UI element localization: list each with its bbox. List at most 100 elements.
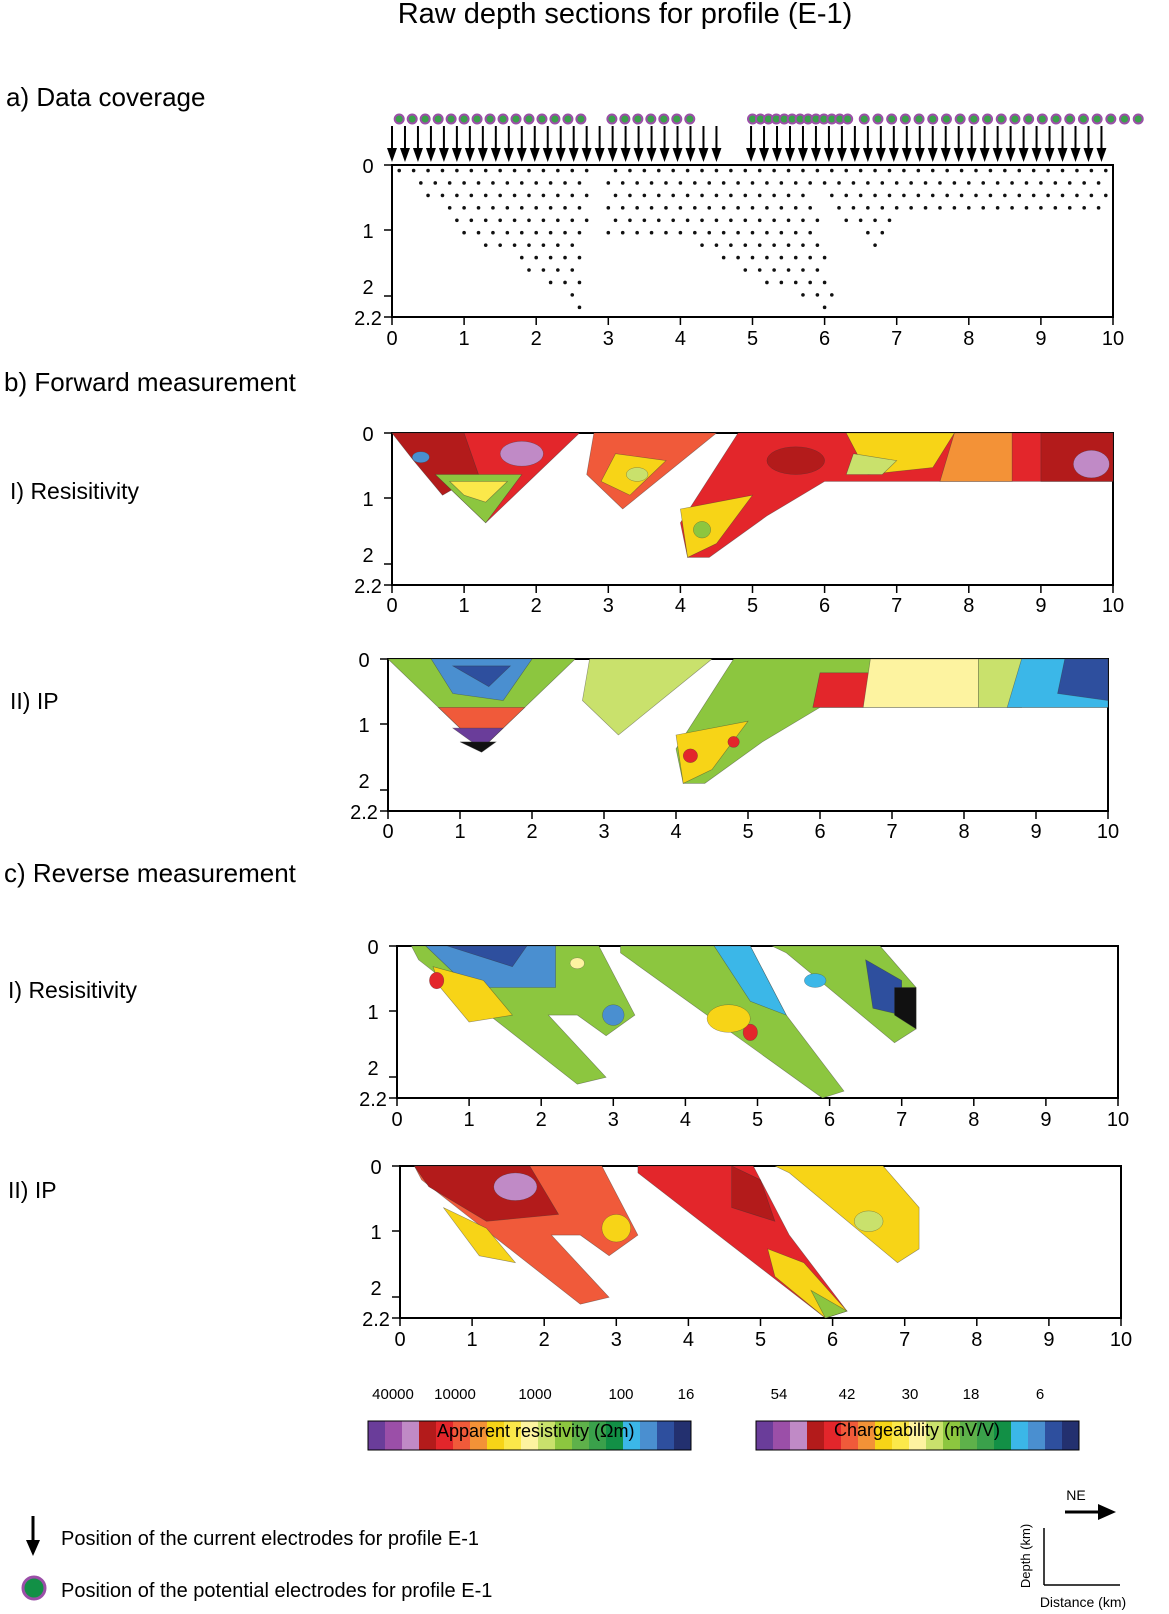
potential-electrode-dot [484, 113, 496, 125]
resistivity-colorbar-swatch [402, 1421, 420, 1450]
coverage-dot [765, 181, 769, 185]
coverage-dot [476, 206, 481, 210]
coverage-dot [563, 181, 567, 185]
rr-blob-yel-2 [706, 1004, 751, 1033]
chargeability-colorbar-swatch [875, 1421, 893, 1450]
coverage-dot [527, 268, 531, 272]
ri-region-2d [810, 1289, 848, 1319]
coverage-dot [570, 268, 575, 272]
coverage-dot [779, 206, 784, 210]
current-electrode-arrowhead [823, 148, 834, 162]
current-electrode-arrowhead [797, 148, 808, 162]
coverage-dot [736, 255, 740, 260]
forward-resistivity-ytick-label: 2.2 [354, 576, 382, 598]
resistivity-colorbar-swatch [606, 1421, 624, 1450]
coverage-dot [1082, 206, 1086, 210]
potential-electrode-dot [982, 113, 994, 125]
current-electrode-arrowhead [953, 148, 964, 162]
coverage-dot [519, 206, 524, 210]
current-electrode-arrowhead [759, 148, 770, 162]
resistivity-colorbar-swatch [572, 1421, 590, 1450]
coverage-dot [714, 168, 719, 173]
current-electrode-arrowhead [620, 148, 631, 162]
coverage-dot [577, 230, 582, 235]
current-electrode-arrowhead [888, 148, 899, 162]
coverage-dot [729, 218, 733, 223]
coverage-dot [757, 193, 762, 198]
reverse-ip-xtick-label: 3 [611, 1329, 622, 1351]
coverage-dot [541, 268, 546, 272]
fr-blob-green [626, 467, 649, 482]
ri-region-2b [731, 1165, 776, 1222]
coverage-dot [851, 206, 856, 210]
coverage-dot [664, 181, 668, 185]
potential-electrode-dot [842, 113, 854, 125]
current-electrode-arrowhead [1057, 148, 1068, 162]
coverage-dot [995, 206, 1000, 210]
coverage-dot [1024, 181, 1029, 185]
forward-resistivity-xtick-label: 4 [675, 595, 686, 617]
rr-blob-red-2 [742, 1023, 758, 1041]
coverage-dot [786, 193, 791, 198]
coverage-dot [707, 230, 712, 235]
chargeability-colorbar-swatch [1011, 1421, 1029, 1450]
data-coverage-ytick-label: 1 [362, 221, 373, 243]
coverage-dot [801, 193, 805, 198]
chargeability-scale-title: Chargeability (mV/V) [834, 1420, 1001, 1440]
reverse-ip-ytick-label: 2.2 [362, 1309, 390, 1331]
coverage-dot [483, 218, 488, 223]
coverage-dot [793, 230, 798, 235]
coverage-dot [534, 230, 538, 235]
forward-ip-xtick-label: 1 [454, 821, 465, 843]
potential-electrode-dot [1064, 113, 1076, 125]
current-electrode-arrowhead [711, 148, 722, 162]
coverage-dot [1089, 168, 1094, 173]
coverage-dot [678, 230, 683, 235]
coverage-dot [967, 181, 971, 185]
current-electrode-arrowhead [1044, 148, 1055, 162]
coverage-dot [1024, 206, 1029, 210]
coverage-dot [974, 168, 978, 173]
forward-ip-xtick-label: 0 [382, 821, 393, 843]
reverse-resistivity-xtick-label: 3 [608, 1109, 619, 1131]
current-electrode-arrowhead [672, 148, 683, 162]
coverage-dot [1067, 206, 1072, 210]
coverage-dot [1075, 193, 1079, 198]
coverage-dot [721, 230, 726, 235]
distance-axis-label: Distance (km) [1040, 1594, 1126, 1610]
coverage-dot [801, 243, 805, 247]
coverage-dot [808, 230, 812, 235]
coverage-dot [606, 206, 611, 210]
coverage-dot [952, 206, 957, 210]
coverage-dot [700, 243, 704, 247]
coverage-dot [772, 193, 776, 198]
coverage-dot [455, 168, 459, 173]
coverage-dot [866, 181, 870, 185]
forward-ip-contours [387, 658, 1109, 784]
potential-electrode-dot [927, 113, 939, 125]
legend-potential-text: Position of the potential electrodes for… [61, 1580, 493, 1602]
coverage-dot [793, 181, 798, 185]
forward-ip-xtick-label: 9 [1030, 821, 1041, 843]
coverage-dot [693, 206, 697, 210]
coverage-dot [765, 255, 769, 260]
forward-resistivity-ytick-label: 1 [362, 489, 373, 511]
coverage-dot [916, 193, 921, 198]
coverage-dot [685, 168, 690, 173]
potential-electrode-dot [1091, 113, 1103, 125]
data-coverage-xtick-label: 8 [963, 328, 974, 350]
coverage-dot [1082, 181, 1086, 185]
reverse-ip-xtick-label: 8 [971, 1329, 982, 1351]
coverage-dot [613, 168, 618, 173]
coverage-dot [988, 193, 993, 198]
coverage-dot [750, 230, 755, 235]
potential-electrode-dot [606, 113, 618, 125]
potential-electrode-dot [645, 113, 657, 125]
fi-blob-red [682, 748, 698, 763]
coverage-dot [693, 181, 697, 185]
rr-blob-red [429, 972, 445, 990]
data-coverage-xtick-label: 5 [747, 328, 758, 350]
potential-electrode-dot [458, 113, 470, 125]
